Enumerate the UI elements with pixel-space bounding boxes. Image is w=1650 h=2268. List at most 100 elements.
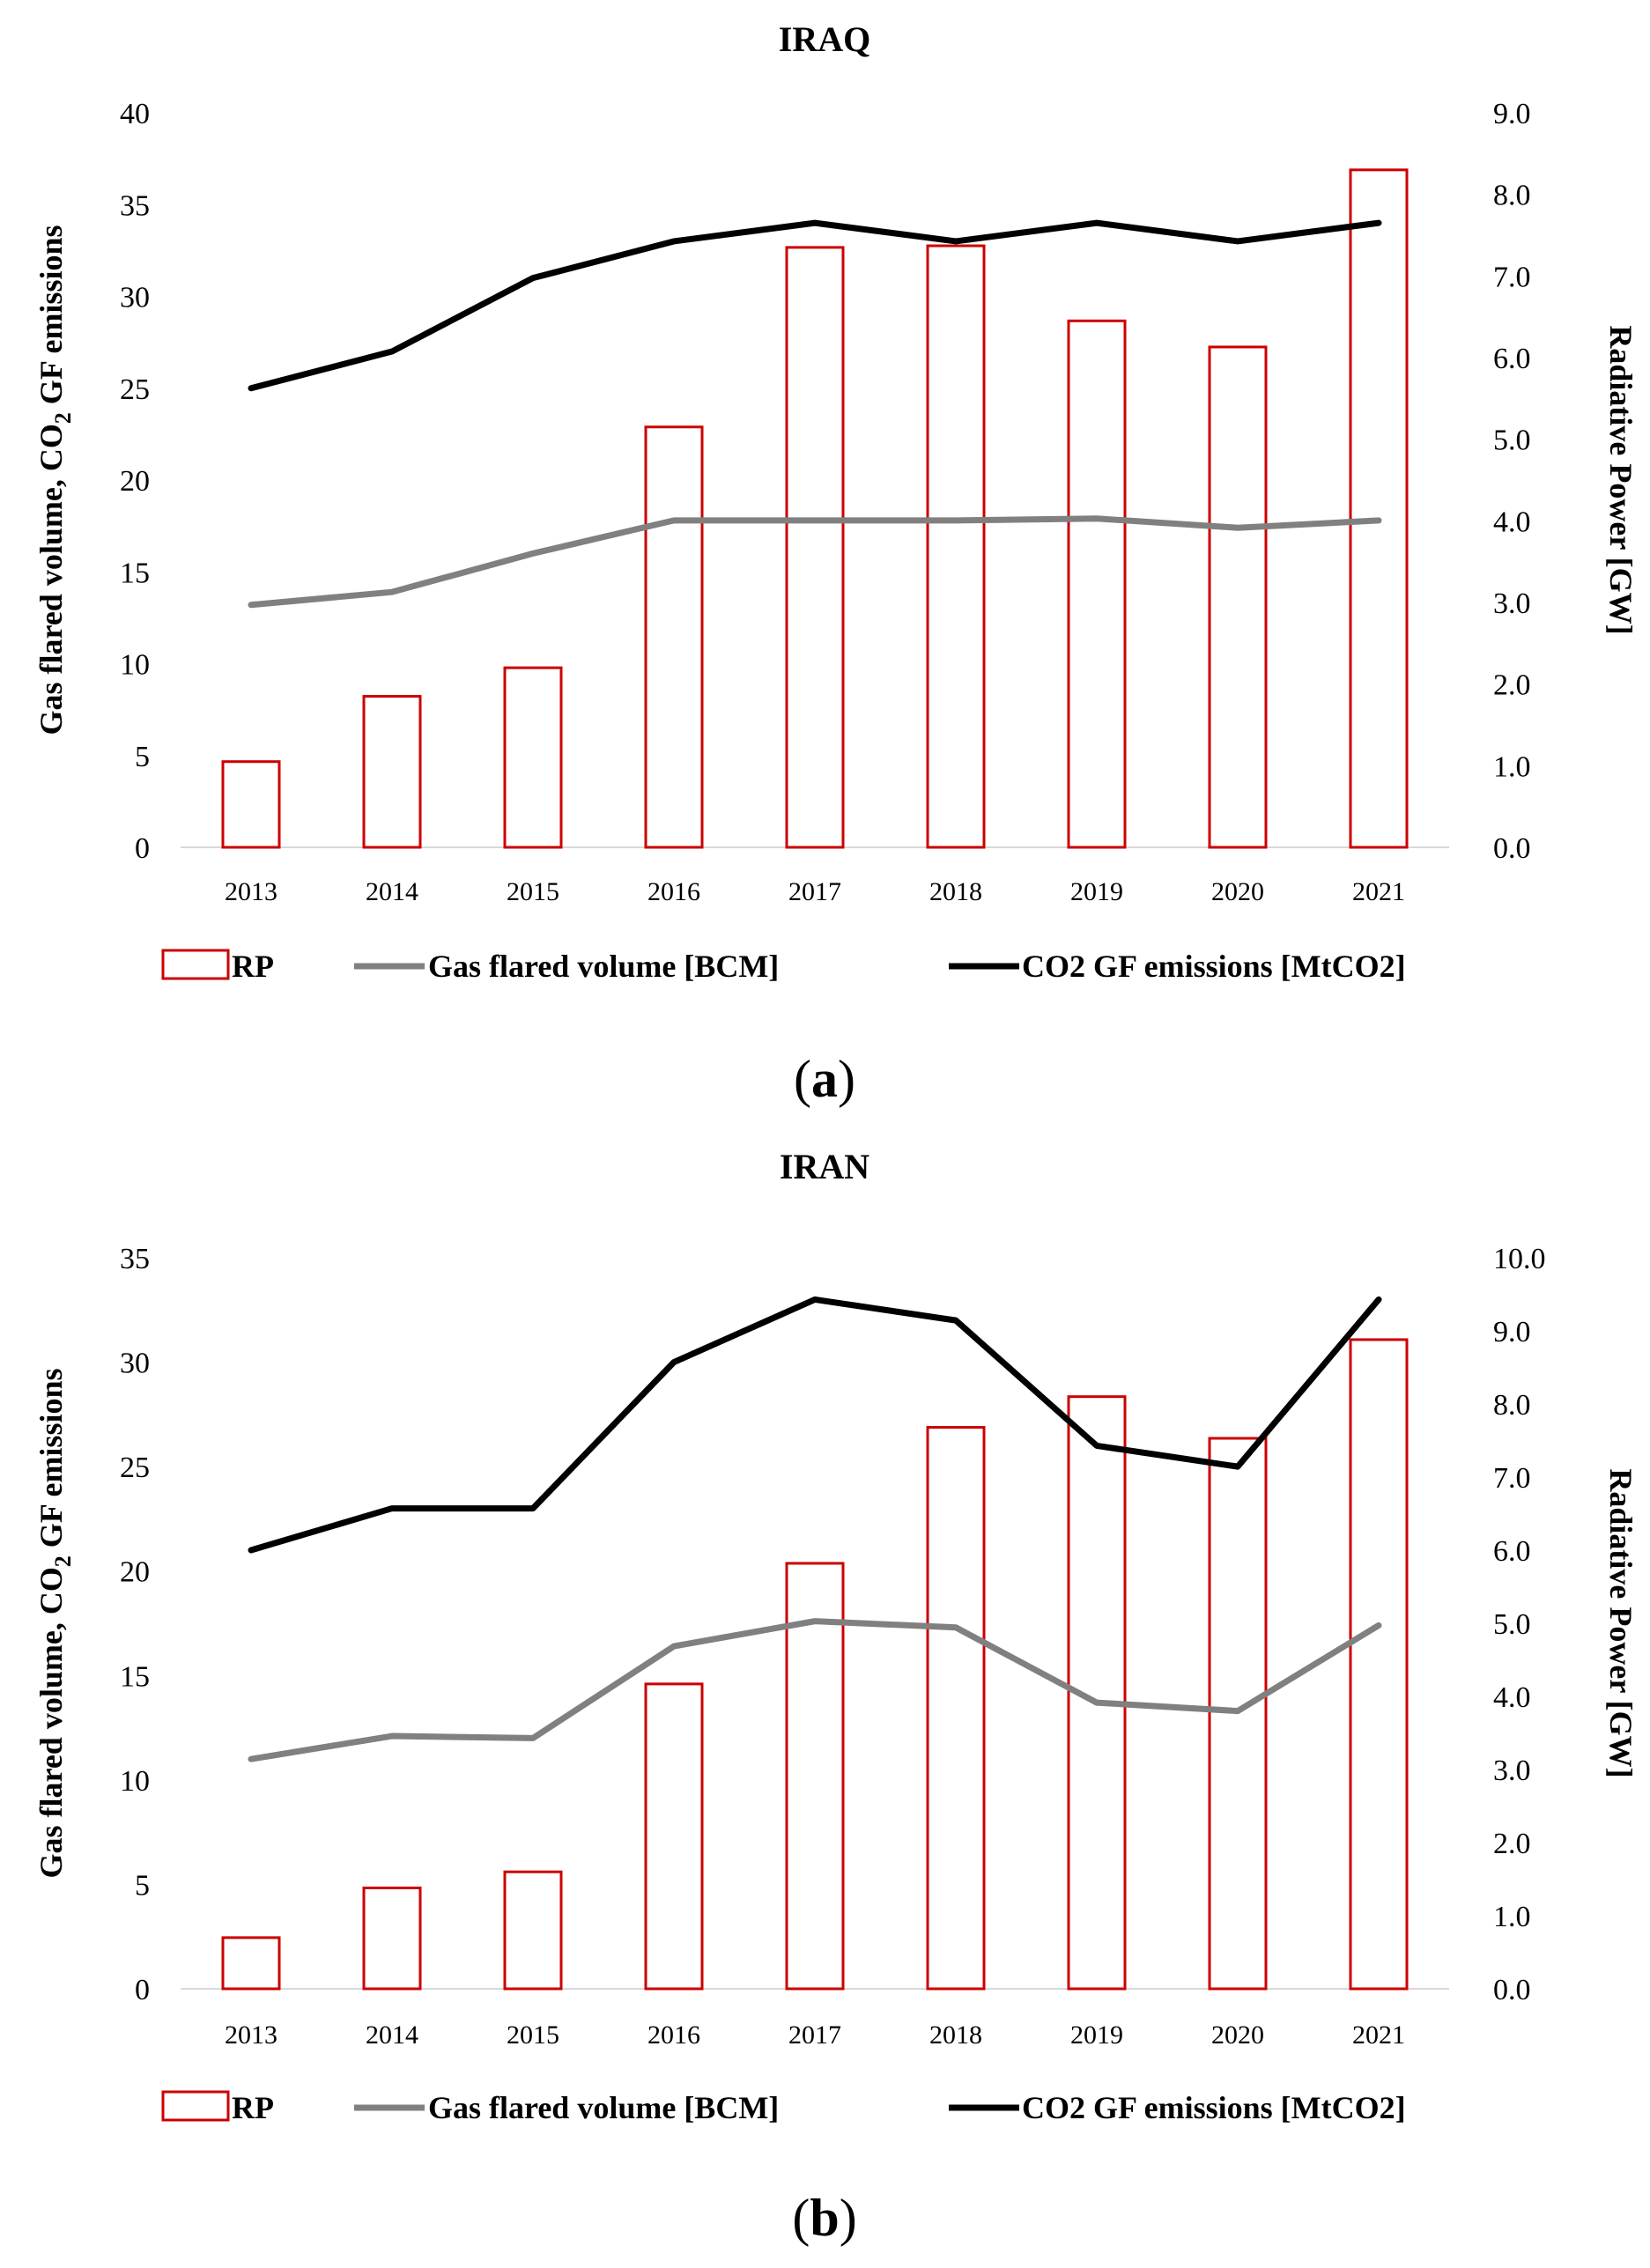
left-axis-title-subscript: 2 xyxy=(50,1555,76,1567)
left-axis-tick-label: 20 xyxy=(120,465,150,498)
chart-iran-svg: IRAN 0 5 10 15 20 25 30 35 0.0 1.0 2.0 3.0 4.0 5.0 6.0 7… xyxy=(33,1147,1639,2247)
chart-panel-iran: IRAN 0 5 10 15 20 25 30 35 0.0 1.0 2.0 3.0 4.0 5.0 6.0 7… xyxy=(0,1136,1650,2268)
x-axis-tick-label: 2017 xyxy=(788,2021,841,2050)
x-axis-tick-label: 2013 xyxy=(225,2021,277,2050)
panel-label-letter: b xyxy=(810,2189,839,2247)
x-axis-tick-label: 2021 xyxy=(1352,877,1405,906)
rp-bar xyxy=(1349,168,1409,849)
x-axis-tick-label: 2014 xyxy=(366,877,418,906)
rp-bar xyxy=(785,1562,845,1991)
rp-bar xyxy=(362,1886,422,1991)
chart-panel-iraq: IRAQ 0 5 10 15 20 25 30 35 40 0.0 1.0 2.0 3.0 4.0 5.0 6.… xyxy=(33,19,1639,1108)
x-axis-tick-label: 2016 xyxy=(647,2021,700,2050)
left-axis-tick-label: 15 xyxy=(120,1660,150,1693)
left-axis-tick-label: 10 xyxy=(120,1765,150,1798)
right-axis-tick-label: 0.0 xyxy=(1493,832,1531,865)
x-axis-tick-label: 2018 xyxy=(929,877,982,906)
rp-bar xyxy=(785,246,845,849)
x-axis-tick-label: 2019 xyxy=(1070,2021,1123,2050)
legend: RP Gas flared volume [BCM] CO2 GF emission… xyxy=(161,949,1406,984)
left-axis-title-main: Gas flared volume, CO xyxy=(33,424,69,735)
x-axis-tick-label: 2013 xyxy=(225,877,277,906)
x-axis-tick-label: 2021 xyxy=(1352,2021,1405,2050)
left-axis-tick-label: 5 xyxy=(135,741,150,773)
right-axis-tick-label: 7.0 xyxy=(1493,261,1531,293)
right-axis-tick-label: 1.0 xyxy=(1493,750,1531,783)
legend-rp-swatch xyxy=(161,949,230,980)
rp-bar xyxy=(221,1936,281,1991)
legend-gas-label: Gas flared volume [BCM] xyxy=(428,2090,779,2125)
left-axis-title-main: Gas flared volume, CO xyxy=(33,1567,69,1878)
right-axis-tick-label: 8.0 xyxy=(1493,180,1531,212)
rp-bar xyxy=(926,1426,986,1991)
panel-label-close-paren: ) xyxy=(838,1050,855,1108)
left-axis-tick-label: 25 xyxy=(120,1452,150,1484)
legend-co2-label: CO2 GF emissions [MtCO2] xyxy=(1022,2090,1406,2125)
legend-co2-label: CO2 GF emissions [MtCO2] xyxy=(1022,949,1406,984)
gas-flared-volume-line xyxy=(248,1618,1382,1762)
rp-bar xyxy=(644,1682,704,1991)
rp-bar xyxy=(1067,319,1127,849)
gas-flared-volume-line xyxy=(248,515,1382,609)
rp-bar xyxy=(1067,1395,1127,1991)
x-axis-tick-label: 2016 xyxy=(647,877,700,906)
left-axis-tick-label: 15 xyxy=(120,557,150,589)
x-axis-tick-label: 2015 xyxy=(507,2021,559,2050)
left-axis-tick-label: 20 xyxy=(120,1556,150,1589)
x-axis-tick-label: 2018 xyxy=(929,2021,982,2050)
right-axis-tick-label: 3.0 xyxy=(1493,1755,1531,1787)
right-axis-tick-label: 1.0 xyxy=(1493,1901,1531,1933)
right-axis-title: Radiative Power [GW] xyxy=(1603,1468,1639,1777)
left-axis-tick-label: 35 xyxy=(120,1243,150,1275)
left-axis-tick-label: 25 xyxy=(120,373,150,406)
x-axis-tick-label: 2020 xyxy=(1211,2021,1264,2050)
left-axis-title-subscript: 2 xyxy=(50,412,76,424)
legend-gas-label: Gas flared volume [BCM] xyxy=(428,949,779,984)
right-axis-tick-label: 9.0 xyxy=(1493,1316,1531,1348)
panel-label: (a) xyxy=(794,1050,855,1108)
rp-bar xyxy=(221,760,281,849)
left-axis-tick-label: 30 xyxy=(120,1348,150,1380)
rp-bar xyxy=(1208,345,1268,849)
panel-label: (b) xyxy=(792,2189,856,2247)
left-axis-tick-label: 40 xyxy=(120,98,150,130)
right-axis-tick-label: 6.0 xyxy=(1493,1535,1531,1568)
right-axis-tick-label: 9.0 xyxy=(1493,98,1531,130)
x-axis-tick-label: 2017 xyxy=(788,877,841,906)
left-axis-tick-label: 30 xyxy=(120,282,150,314)
left-axis-tick-label: 0 xyxy=(135,1974,150,2006)
left-axis-title: Gas flared volume, CO2 GF emissions xyxy=(33,1368,76,1878)
chart-title: IRAN xyxy=(780,1147,869,1186)
right-axis-tick-label: 7.0 xyxy=(1493,1462,1531,1495)
left-axis-title: Gas flared volume, CO2 GF emissions xyxy=(33,225,76,735)
x-axis-tick-label: 2014 xyxy=(366,2021,418,2050)
left-axis-title-tail: GF emissions xyxy=(33,1368,69,1555)
right-axis-tick-label: 3.0 xyxy=(1493,587,1531,620)
panel-label-letter: a xyxy=(811,1050,838,1108)
chart-title: IRAQ xyxy=(779,19,870,59)
rp-bar xyxy=(503,1870,563,1991)
left-axis-title-tail: GF emissions xyxy=(33,225,69,412)
right-axis-tick-label: 4.0 xyxy=(1493,506,1531,538)
right-axis-tick-label: 0.0 xyxy=(1493,1974,1531,2006)
chart-iraq-svg: IRAQ 0 5 10 15 20 25 30 35 40 0.0 1.0 2.0 3.0 4.0 5.0 6.… xyxy=(33,19,1639,1108)
right-axis-tick-label: 8.0 xyxy=(1493,1389,1531,1422)
right-axis-tick-label: 10.0 xyxy=(1493,1243,1546,1275)
right-axis-tick-label: 6.0 xyxy=(1493,343,1531,375)
right-axis-tick-label: 5.0 xyxy=(1493,425,1531,457)
right-axis-tick-label: 2.0 xyxy=(1493,669,1531,702)
x-axis-tick-label: 2020 xyxy=(1211,877,1264,906)
legend: RP Gas flared volume [BCM] CO2 GF emission… xyxy=(161,2090,1406,2125)
co2-emissions-line xyxy=(248,1296,1382,1554)
right-axis-tick-label: 4.0 xyxy=(1493,1681,1531,1714)
x-axis-tick-label: 2019 xyxy=(1070,877,1123,906)
panel-label-open-paren: ( xyxy=(794,1050,811,1108)
right-axis-tick-label: 2.0 xyxy=(1493,1828,1531,1860)
legend-rp-label: RP xyxy=(232,949,274,984)
panel-label-close-paren: ) xyxy=(840,2189,857,2247)
rp-bar xyxy=(644,425,704,849)
rp-bar xyxy=(926,244,986,849)
rp-bar xyxy=(362,695,422,849)
left-axis-tick-label: 35 xyxy=(120,189,150,222)
left-axis-tick-label: 0 xyxy=(135,832,150,865)
